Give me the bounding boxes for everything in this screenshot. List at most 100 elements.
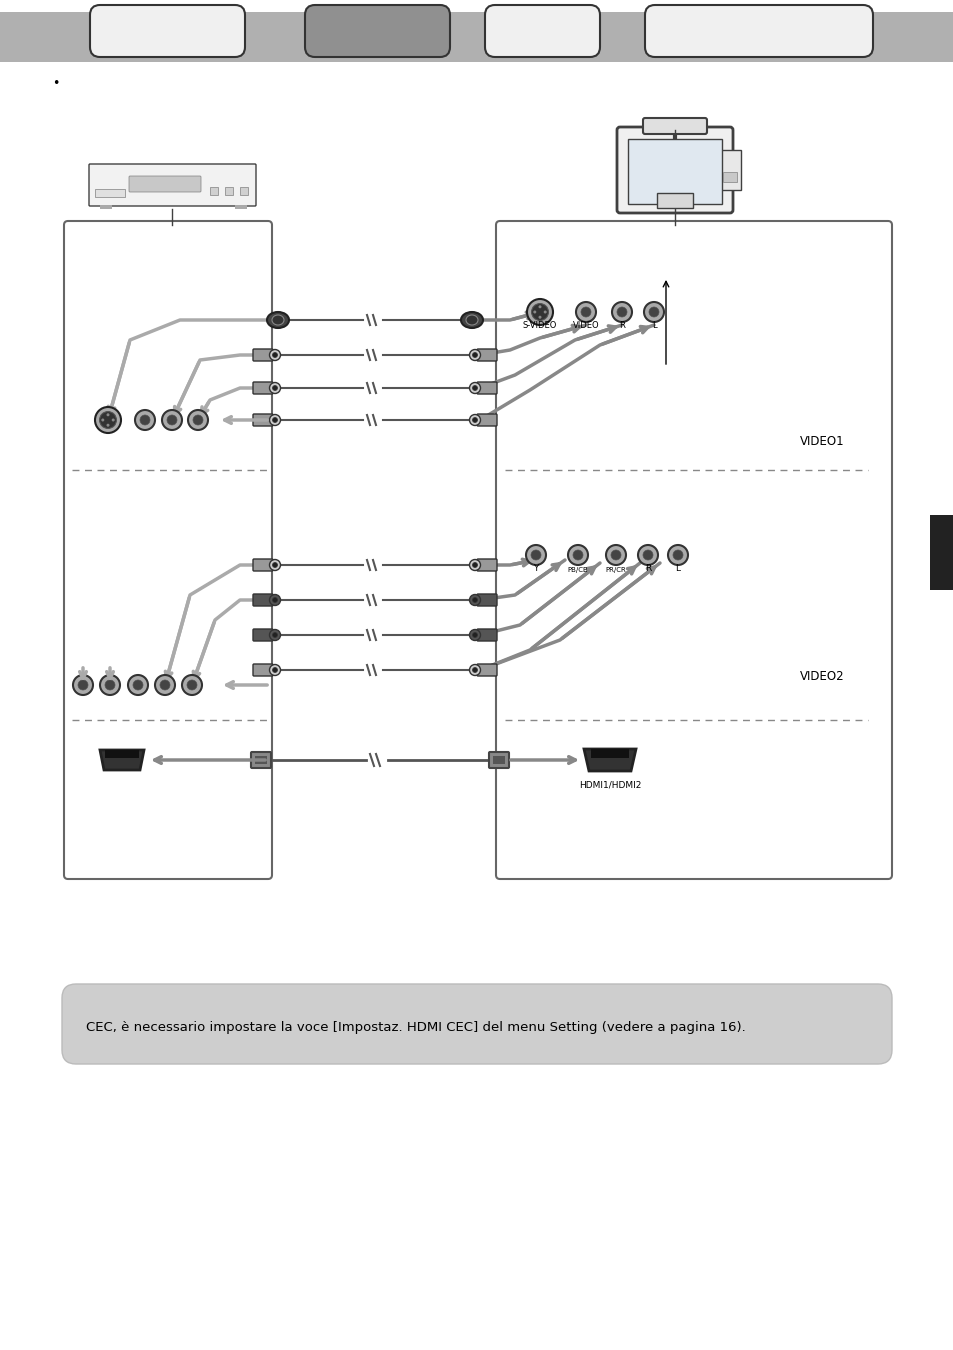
Circle shape — [638, 545, 658, 566]
Ellipse shape — [469, 559, 480, 571]
FancyBboxPatch shape — [253, 559, 273, 571]
Ellipse shape — [469, 382, 480, 393]
Bar — [210, 188, 218, 194]
FancyBboxPatch shape — [253, 382, 273, 394]
FancyBboxPatch shape — [253, 629, 273, 641]
FancyBboxPatch shape — [129, 176, 201, 192]
Circle shape — [112, 418, 114, 421]
FancyBboxPatch shape — [64, 221, 272, 879]
Circle shape — [526, 298, 553, 325]
Ellipse shape — [472, 352, 477, 358]
Ellipse shape — [469, 414, 480, 425]
Circle shape — [99, 412, 116, 428]
Ellipse shape — [273, 563, 277, 567]
Circle shape — [605, 545, 625, 566]
Polygon shape — [100, 751, 144, 769]
Ellipse shape — [469, 594, 480, 606]
Circle shape — [525, 545, 545, 566]
Ellipse shape — [269, 559, 280, 571]
FancyBboxPatch shape — [476, 350, 497, 360]
FancyBboxPatch shape — [642, 117, 706, 134]
FancyBboxPatch shape — [253, 414, 273, 427]
Bar — [225, 188, 233, 194]
FancyBboxPatch shape — [476, 382, 497, 394]
Circle shape — [672, 549, 682, 560]
Text: L: L — [651, 321, 656, 329]
Bar — [929, 514, 953, 590]
Circle shape — [162, 410, 182, 431]
FancyBboxPatch shape — [476, 414, 497, 427]
Text: VIDEO: VIDEO — [572, 321, 598, 329]
Text: PR/CR: PR/CR — [605, 567, 626, 572]
Circle shape — [128, 675, 148, 695]
Circle shape — [612, 302, 631, 323]
Bar — [100, 205, 112, 209]
Ellipse shape — [269, 594, 280, 606]
Circle shape — [193, 414, 203, 425]
Circle shape — [543, 310, 546, 313]
Circle shape — [135, 410, 154, 431]
Ellipse shape — [273, 417, 277, 423]
Ellipse shape — [273, 598, 277, 602]
Circle shape — [107, 424, 110, 427]
Circle shape — [160, 680, 170, 690]
Bar — [722, 171, 737, 182]
Text: L: L — [675, 564, 679, 572]
Text: S-VIDEO: S-VIDEO — [522, 321, 557, 329]
FancyBboxPatch shape — [489, 752, 509, 768]
Circle shape — [100, 675, 120, 695]
Bar — [95, 189, 125, 197]
Circle shape — [187, 680, 196, 690]
Ellipse shape — [273, 633, 277, 637]
Ellipse shape — [267, 312, 289, 328]
Ellipse shape — [472, 598, 477, 602]
Circle shape — [533, 310, 536, 313]
Circle shape — [182, 675, 202, 695]
Circle shape — [73, 675, 92, 695]
Text: VIDEO2: VIDEO2 — [800, 670, 844, 683]
FancyBboxPatch shape — [253, 594, 273, 606]
Ellipse shape — [273, 386, 277, 390]
Circle shape — [537, 316, 541, 319]
Circle shape — [132, 680, 143, 690]
FancyBboxPatch shape — [251, 752, 271, 768]
Ellipse shape — [469, 350, 480, 360]
Ellipse shape — [269, 664, 280, 675]
Ellipse shape — [460, 312, 482, 328]
FancyBboxPatch shape — [496, 221, 891, 879]
Circle shape — [567, 545, 587, 566]
Text: VIDEO1: VIDEO1 — [800, 435, 844, 448]
FancyBboxPatch shape — [617, 127, 732, 213]
Text: •: • — [52, 77, 59, 90]
Ellipse shape — [472, 563, 477, 567]
FancyBboxPatch shape — [253, 350, 273, 360]
Circle shape — [617, 306, 626, 317]
Bar — [590, 749, 628, 757]
Ellipse shape — [472, 386, 477, 390]
Ellipse shape — [469, 664, 480, 675]
Circle shape — [105, 680, 115, 690]
Ellipse shape — [472, 633, 477, 637]
FancyBboxPatch shape — [476, 629, 497, 641]
Ellipse shape — [273, 352, 277, 358]
Ellipse shape — [272, 315, 284, 325]
Ellipse shape — [269, 382, 280, 393]
Text: CEC, è necessario impostare la voce [Impostaz. HDMI CEC] del menu Setting (veder: CEC, è necessario impostare la voce [Imp… — [86, 1022, 745, 1034]
Text: Y: Y — [533, 564, 538, 572]
Ellipse shape — [469, 629, 480, 640]
Circle shape — [101, 418, 104, 421]
Circle shape — [107, 413, 110, 416]
Ellipse shape — [269, 629, 280, 640]
Text: HDMI1/HDMI2: HDMI1/HDMI2 — [578, 782, 640, 790]
Circle shape — [580, 306, 590, 317]
FancyBboxPatch shape — [253, 664, 273, 676]
Bar — [627, 139, 721, 204]
Circle shape — [642, 549, 652, 560]
Circle shape — [95, 406, 121, 433]
Circle shape — [167, 414, 177, 425]
FancyBboxPatch shape — [476, 559, 497, 571]
FancyBboxPatch shape — [644, 5, 872, 57]
Circle shape — [610, 549, 620, 560]
Circle shape — [140, 414, 150, 425]
Text: PB/CB: PB/CB — [567, 567, 588, 572]
